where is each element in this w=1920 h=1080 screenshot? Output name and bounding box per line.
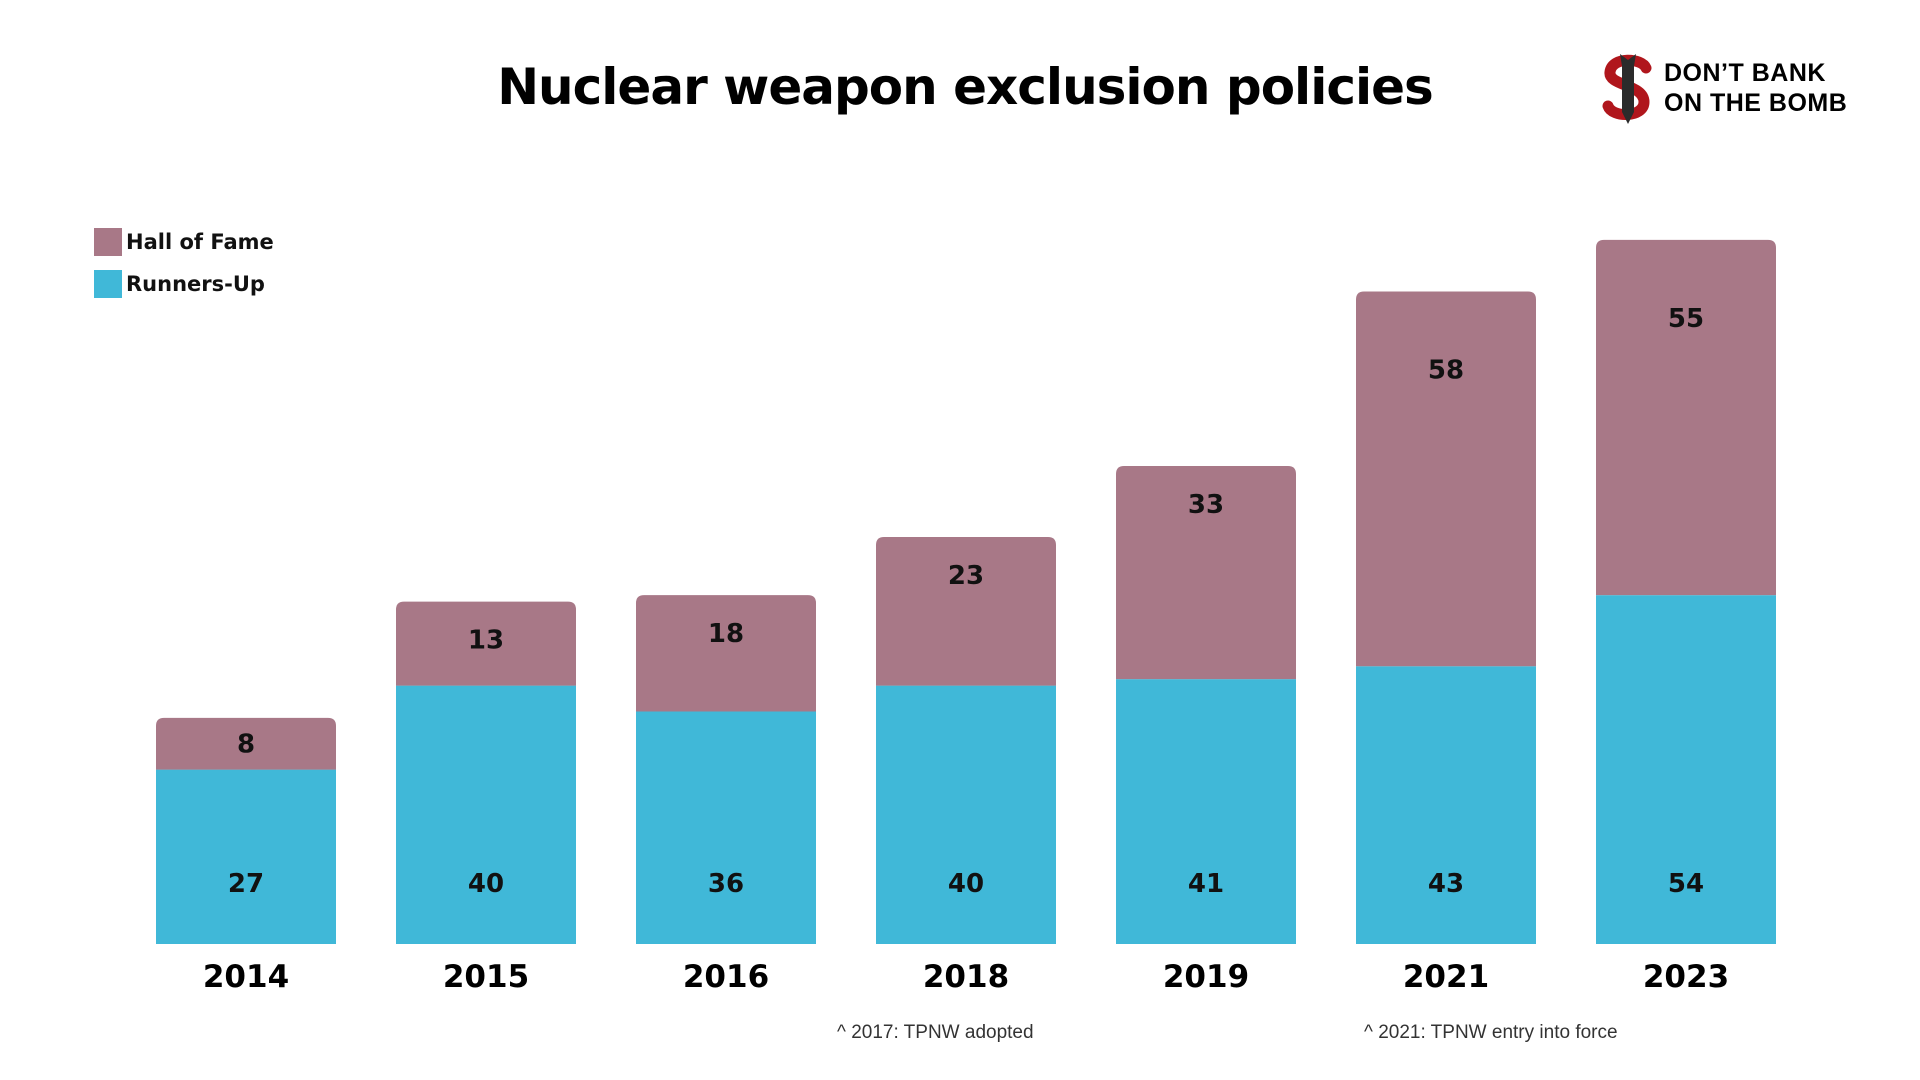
bar-runners-up-2016 <box>636 711 816 944</box>
legend-label: Hall of Fame <box>126 230 274 254</box>
bar-hall-of-fame-2015 <box>396 601 576 686</box>
bar-hall-of-fame-2021 <box>1356 291 1536 667</box>
logo-line2: ON THE BOMB <box>1664 89 1848 117</box>
label-hall-of-fame-2021: 58 <box>1428 356 1464 386</box>
legend-item-hall-of-fame: Hall of Fame <box>94 228 274 256</box>
label-runners-up-2016: 36 <box>708 869 744 899</box>
label-hall-of-fame-2019: 33 <box>1188 490 1224 520</box>
x-tick-label-2018: 2018 <box>923 959 1009 995</box>
logo-line1: DON’T BANK <box>1664 59 1826 87</box>
dollar-bomb-icon <box>1602 54 1652 124</box>
bar-runners-up-2018 <box>876 685 1056 944</box>
x-tick-label-2016: 2016 <box>683 959 769 995</box>
label-runners-up-2014: 27 <box>228 869 264 899</box>
legend-item-runners-up: Runners-Up <box>94 270 274 298</box>
label-runners-up-2023: 54 <box>1668 869 1704 899</box>
bar-runners-up-2023 <box>1596 595 1776 944</box>
label-hall-of-fame-2015: 13 <box>468 626 504 656</box>
label-hall-of-fame-2016: 18 <box>708 619 744 649</box>
bar-runners-up-2015 <box>396 685 576 944</box>
legend-swatch <box>94 228 122 256</box>
bar-runners-up-2014 <box>156 769 336 944</box>
label-hall-of-fame-2023: 55 <box>1668 304 1704 334</box>
bar-runners-up-2021 <box>1356 666 1536 944</box>
x-tick-label-2015: 2015 <box>443 959 529 995</box>
bar-hall-of-fame-2019 <box>1116 465 1296 680</box>
bar-hall-of-fame-2023 <box>1596 239 1776 596</box>
label-runners-up-2015: 40 <box>468 869 504 899</box>
x-tick-label-2019: 2019 <box>1163 959 1249 995</box>
label-runners-up-2018: 40 <box>948 869 984 899</box>
chart-title: Nuclear weapon exclusion policies <box>497 58 1434 116</box>
dont-bank-on-the-bomb-logo: DON’T BANK ON THE BOMB <box>1598 50 1898 126</box>
label-runners-up-2021: 43 <box>1428 869 1464 899</box>
legend-label: Runners-Up <box>126 272 265 296</box>
x-tick-label-2023: 2023 <box>1643 959 1729 995</box>
bar-hall-of-fame-2018 <box>876 537 1056 686</box>
label-hall-of-fame-2014: 8 <box>237 730 255 760</box>
legend-swatch <box>94 270 122 298</box>
x-tick-label-2021: 2021 <box>1403 959 1489 995</box>
x-tick-label-2014: 2014 <box>203 959 289 995</box>
bar-hall-of-fame-2016 <box>636 595 816 712</box>
annotation-2017: ^ 2017: TPNW adopted <box>837 1022 1034 1043</box>
bar-hall-of-fame-2014 <box>156 717 336 770</box>
label-runners-up-2019: 41 <box>1188 869 1224 899</box>
annotation-2021: ^ 2021: TPNW entry into force <box>1364 1022 1618 1043</box>
label-hall-of-fame-2018: 23 <box>948 561 984 591</box>
bar-runners-up-2019 <box>1116 679 1296 944</box>
legend: Hall of Fame Runners-Up <box>94 228 274 312</box>
